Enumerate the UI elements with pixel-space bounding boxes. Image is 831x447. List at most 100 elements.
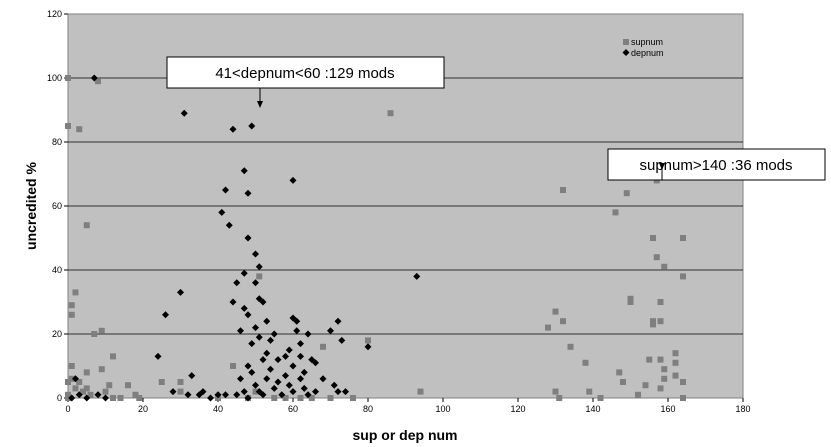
legend-depnum-label: depnum (631, 48, 664, 58)
depnum-point-48 (259, 298, 267, 306)
depnum-point-27 (237, 375, 244, 383)
supnum-point-28 (132, 391, 139, 398)
y-tick-label-0: 0 (57, 393, 62, 403)
annotation-depnum-arrowhead (257, 101, 263, 108)
supnum-point-25 (110, 395, 116, 401)
supnum-point-27 (125, 382, 131, 389)
depnum-point-60 (278, 391, 286, 399)
supnum-point-39 (282, 395, 289, 401)
depnum-point-63 (285, 346, 293, 354)
supnum-point-70 (650, 321, 656, 328)
depnum-point-89 (413, 272, 421, 280)
depnum-point-9 (169, 388, 177, 396)
supnum-point-60 (620, 379, 626, 385)
y-tick-label-40: 40 (52, 265, 62, 275)
depnum-point-42 (252, 324, 259, 332)
x-tick-label-60: 60 (288, 404, 298, 414)
supnum-point-5 (68, 302, 75, 309)
depnum-point-72 (297, 352, 304, 360)
supnum-point-32 (177, 388, 184, 395)
supnum-point-48 (545, 324, 551, 331)
depnum-point-59 (274, 378, 282, 386)
depnum-point-40 (252, 250, 259, 258)
annotation-depnum-box (166, 56, 445, 89)
depnum-point-5 (94, 391, 102, 399)
depnum-point-65 (289, 176, 297, 184)
annotation-supnum-text: supnum>140 :36 mods (639, 157, 792, 174)
supnum-point-58 (612, 209, 619, 216)
depnum-point-2 (75, 391, 83, 399)
depnum-point-79 (312, 359, 319, 367)
depnum-point-49 (259, 356, 267, 364)
x-tick-label-180: 180 (735, 404, 750, 414)
depnum-point-77 (304, 391, 312, 399)
supnum-point-30 (158, 379, 165, 385)
depnum-point-38 (248, 340, 256, 348)
supnum-point-16 (83, 385, 90, 392)
depnum-point-53 (263, 375, 271, 383)
x-tick-label-80: 80 (363, 404, 373, 414)
x-axis-title: sup or dep num (353, 427, 458, 443)
depnum-point-25 (233, 391, 241, 399)
supnum-point-68 (650, 235, 656, 241)
x-tick-label-100: 100 (435, 404, 450, 414)
supnum-point-62 (627, 295, 634, 302)
depnum-point-51 (263, 317, 271, 325)
depnum-point-55 (267, 365, 274, 373)
annotation-depnum-text: 41<depnum<60 :129 mods (215, 65, 394, 82)
x-axis-ticks: 0 20 40 60 80 100 120 140 160 180 (65, 398, 751, 414)
supnum-point-11 (76, 126, 83, 133)
depnum-point-43 (252, 381, 259, 389)
depnum-point-20 (222, 186, 229, 194)
depnum-point-39 (248, 368, 256, 376)
supnum-point-10 (72, 385, 79, 392)
depnum-point-26 (237, 327, 244, 335)
x-tick-label-40: 40 (213, 404, 223, 414)
supnum-point-86 (680, 395, 686, 401)
depnum-point-62 (282, 372, 289, 380)
supnum-point-14 (83, 222, 90, 229)
depnum-point-76 (304, 330, 312, 338)
supnum-point-42 (320, 343, 326, 350)
supnum-point-24 (110, 353, 116, 360)
depnum-point-32 (244, 189, 252, 197)
supnum-point-17 (87, 391, 94, 398)
supnum-point-72 (653, 254, 660, 261)
data-points (65, 74, 686, 402)
depnum-point-16 (207, 394, 214, 402)
depnum-point-85 (334, 388, 342, 396)
supnum-point-50 (552, 388, 559, 395)
x-tick-label-140: 140 (585, 404, 600, 414)
depnum-point-8 (162, 311, 169, 319)
supnum-point-4 (65, 395, 71, 401)
depnum-point-28 (240, 167, 248, 175)
supnum-point-55 (582, 359, 589, 366)
supnum-point-56 (586, 388, 593, 395)
supnum-point-81 (672, 359, 679, 366)
y-tick-label-120: 120 (47, 9, 62, 19)
supnum-point-12 (76, 379, 83, 385)
supnum-point-18 (91, 331, 98, 337)
depnum-point-84 (334, 317, 342, 325)
depnum-point-81 (319, 375, 327, 383)
depnum-point-69 (293, 317, 301, 325)
x-tick-label-0: 0 (65, 404, 70, 414)
depnum-point-67 (289, 362, 297, 370)
depnum-point-13 (188, 372, 196, 380)
supnum-point-40 (297, 395, 304, 401)
depnum-point-15 (199, 388, 207, 396)
supnum-point-6 (68, 311, 75, 318)
depnum-point-11 (180, 109, 188, 117)
annotation-supnum-arrowhead (659, 163, 665, 170)
supnum-point-59 (616, 369, 623, 376)
supnum-point-2 (65, 379, 71, 385)
supnum-point-3 (65, 391, 71, 398)
depnum-point-46 (255, 333, 263, 341)
depnum-point-30 (240, 304, 248, 312)
depnum-point-1 (72, 375, 79, 383)
supnum-point-83 (680, 235, 686, 241)
supnum-point-57 (597, 395, 604, 401)
supnum-point-85 (680, 379, 686, 385)
depnum-point-21 (225, 221, 233, 229)
